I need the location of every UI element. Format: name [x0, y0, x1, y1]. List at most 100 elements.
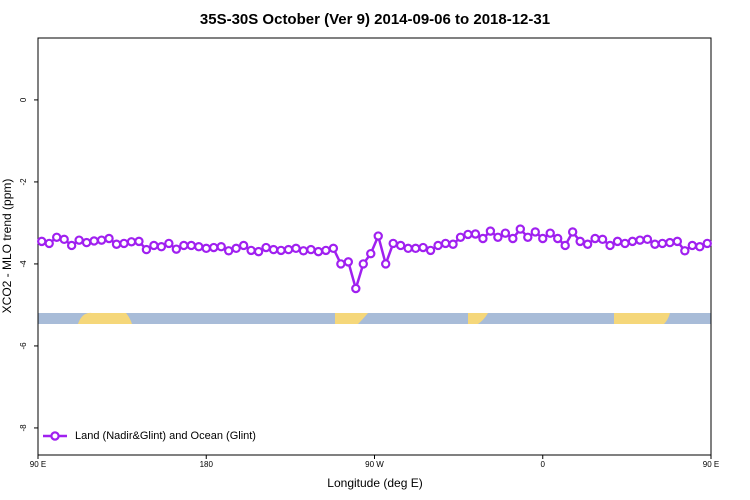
point [336, 259, 346, 269]
point [493, 232, 503, 242]
point [276, 245, 286, 256]
point [81, 237, 92, 248]
point [567, 227, 578, 237]
y-tick-label: -2 [19, 178, 28, 186]
point [66, 240, 77, 251]
point [650, 239, 660, 249]
point [575, 236, 585, 247]
point [612, 236, 623, 247]
point [238, 240, 249, 251]
point [657, 238, 668, 249]
point [695, 242, 705, 252]
point [44, 238, 54, 249]
x-tick-label: 0 [541, 460, 546, 469]
y-tick-label: -6 [19, 342, 28, 350]
point [209, 242, 219, 253]
point [171, 244, 182, 254]
point [51, 232, 62, 242]
point [702, 238, 712, 249]
y-tick-label: -8 [19, 424, 28, 432]
point [313, 246, 324, 257]
point [478, 233, 488, 244]
point [672, 236, 683, 247]
point [665, 237, 675, 248]
x-axis-label: Longitude (deg E) [327, 476, 422, 490]
point [627, 236, 638, 247]
point [366, 248, 376, 259]
point [582, 239, 593, 249]
point [134, 236, 144, 247]
point [111, 239, 122, 249]
y-tick-label: 0 [19, 97, 28, 102]
point [358, 259, 368, 269]
chart-title: 35S-30S October (Ver 9) 2014-09-06 to 20… [200, 11, 550, 28]
point [500, 228, 511, 238]
point [283, 244, 294, 255]
point [530, 227, 540, 237]
y-axis-label: XCO2 - MLO trend (ppm) [0, 179, 14, 314]
legend: Land (Nadir&Glint) and Ocean (Glint) [43, 430, 256, 442]
point [425, 245, 436, 256]
point [37, 236, 47, 247]
x-tick-label: 180 [200, 460, 214, 469]
point [104, 233, 114, 244]
point [410, 243, 421, 254]
point [261, 242, 271, 253]
point [545, 228, 555, 238]
point [515, 224, 526, 234]
point [508, 233, 518, 244]
point [186, 240, 196, 251]
point [164, 238, 174, 249]
point [156, 242, 167, 252]
point [455, 232, 466, 242]
point [403, 243, 413, 254]
point [141, 244, 152, 255]
point [343, 257, 354, 267]
point [253, 246, 264, 257]
land-ocean-strip [38, 312, 711, 324]
point [448, 239, 458, 249]
land [78, 312, 132, 324]
point [268, 244, 279, 255]
ocean-band [38, 313, 711, 324]
point [388, 238, 398, 249]
point [470, 229, 481, 239]
point [485, 226, 496, 236]
point [395, 240, 406, 251]
point [560, 240, 570, 251]
land [614, 313, 670, 324]
point [306, 244, 316, 255]
point [642, 234, 653, 245]
land [468, 313, 488, 324]
x-tick-label: 90 E [30, 460, 46, 469]
point [373, 231, 383, 241]
point [351, 283, 361, 294]
land [335, 313, 368, 324]
point [194, 242, 204, 252]
point [223, 246, 234, 256]
point [381, 259, 391, 269]
legend-marker [50, 431, 60, 441]
point [553, 233, 563, 244]
point [321, 245, 331, 256]
point [126, 237, 137, 247]
point [201, 243, 211, 254]
point [635, 235, 645, 245]
point [246, 245, 256, 256]
point [59, 234, 69, 245]
x-tick-label: 90 W [365, 460, 384, 469]
point [590, 233, 600, 244]
point [74, 235, 84, 245]
point [687, 240, 698, 251]
point [179, 240, 189, 251]
point [440, 238, 451, 249]
point [291, 243, 301, 254]
point [597, 234, 608, 245]
point [89, 236, 99, 246]
point [680, 246, 690, 256]
point [96, 235, 107, 245]
point [620, 238, 630, 249]
x-tick-label: 90 E [703, 460, 719, 469]
point [433, 240, 443, 251]
